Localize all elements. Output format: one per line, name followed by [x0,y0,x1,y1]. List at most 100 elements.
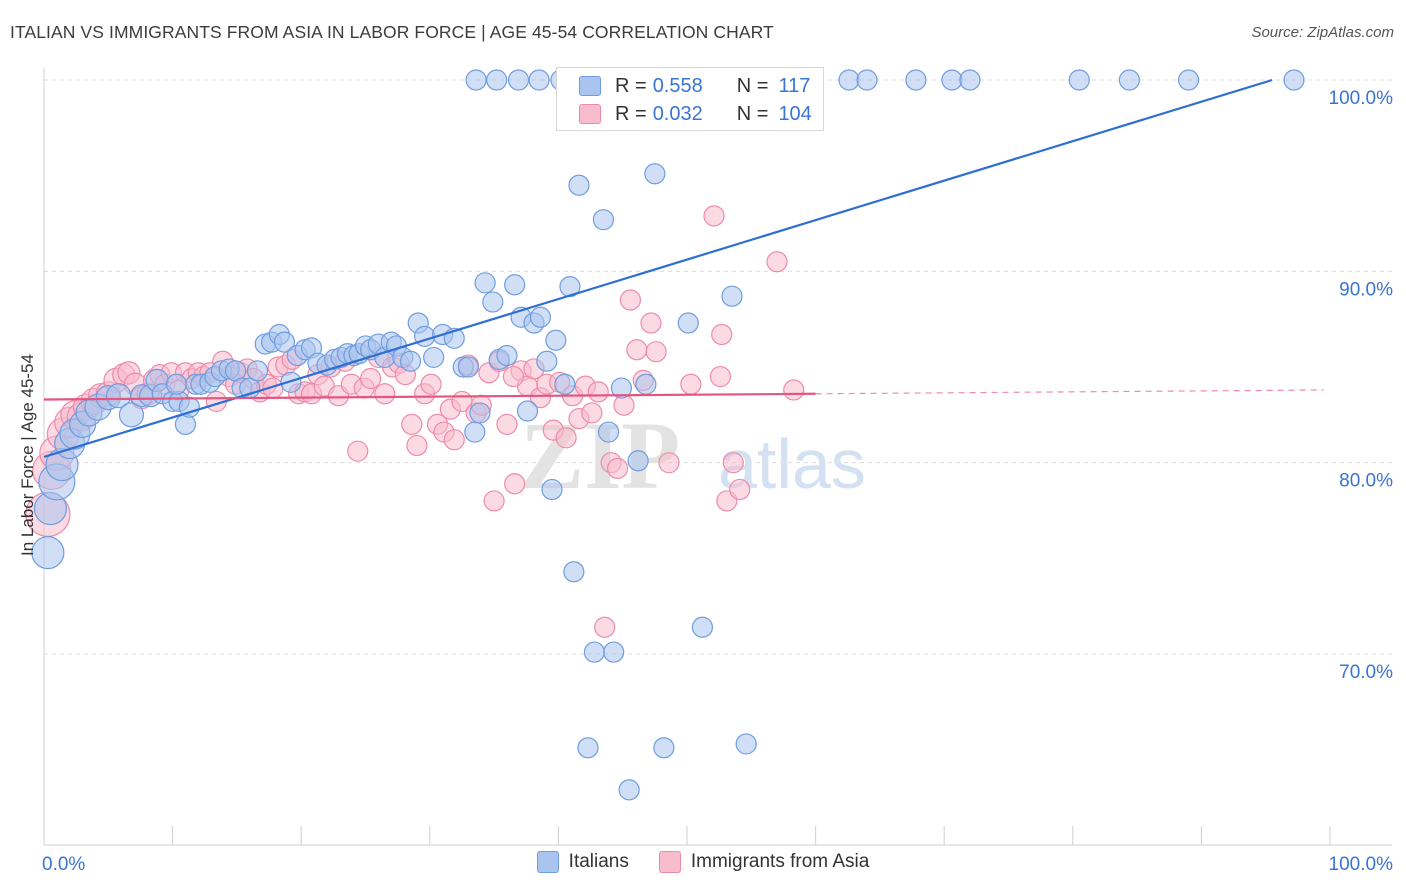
italian-point [735,733,757,755]
asia-point [766,251,788,273]
asia-point [722,452,744,474]
italian-point [246,360,269,382]
italian-point [528,69,550,91]
asia-point [587,381,609,403]
italian-point [423,346,445,369]
italian-point [644,163,666,185]
italian-point [457,356,479,378]
italian-point [627,450,649,472]
stats-row-asia: R = 0.032 N = 104 [579,101,812,127]
italian-point [504,274,526,296]
asia-point [420,373,442,395]
asia-point [555,427,577,449]
italian-point [838,69,860,91]
italian-point [592,209,615,231]
italian-point [273,331,296,353]
italian-point [554,373,576,395]
n-label: N = [736,102,769,125]
asia-point [640,312,662,334]
italian-point [583,641,606,663]
n-value: 117 [778,74,811,97]
y-tick-label: 80.0% [1339,471,1393,492]
r-label: R = [615,74,647,97]
asia-trend-extension [815,389,1324,395]
asia-point [406,434,428,457]
asia-point [709,365,732,388]
italian-point [280,371,302,393]
italian-point [577,737,599,759]
asia-point [594,616,616,638]
asia-point [401,413,423,435]
x-tick-label-max: 100.0% [1329,854,1394,875]
asia-points [25,205,805,638]
italian-point [178,396,200,418]
n-label: N = [736,74,769,97]
italian-point [597,421,620,443]
chart-title: ITALIAN VS IMMIGRANTS FROM ASIA IN LABOR… [10,22,774,42]
legend-item-asia[interactable]: Immigrants from Asia [658,851,869,873]
asia-point [581,402,603,424]
italian-point [529,306,551,328]
asia-point [374,383,396,405]
italian-point [603,641,625,663]
italian-point [496,344,518,367]
y-tick-label: 100.0% [1329,88,1394,109]
italian-point [486,69,508,91]
asia-point [619,289,642,311]
italian-point [118,402,145,428]
italian-point [653,737,675,759]
italian-point [691,616,714,638]
legend-label: Italians [568,851,629,872]
italian-point [856,69,878,91]
r-label: R = [615,102,647,125]
italian-point [474,272,496,294]
italian-point [959,69,981,91]
asia-trend-line [43,392,816,401]
italian-point [516,400,539,422]
italian-point [399,350,422,372]
asia-swatch [579,104,601,124]
italian-point [31,535,65,570]
italian-point [563,561,585,583]
asia-point [626,339,648,361]
italian-point [635,373,657,395]
x-tick-label-min: 0.0% [42,854,85,875]
legend-item-italians[interactable]: Italians [536,851,629,873]
asia-point [606,457,629,480]
italian-point [541,478,563,501]
italians-swatch [579,76,601,96]
asia-point [680,373,702,395]
italians-trend-line [43,78,1273,458]
stats-row-italians: R = 0.558 N = 117 [579,73,810,99]
italian-point [469,402,491,424]
italian-point [464,421,486,443]
asia-point [703,205,725,227]
italian-point [568,174,590,196]
italians-legend-swatch [536,851,559,873]
asia-point [496,413,518,435]
italian-point [941,69,963,91]
asia-point [483,490,505,512]
asia-point [443,429,465,451]
series-legend: Italians Immigrants from Asia [0,851,1406,873]
r-value: 0.032 [652,102,703,125]
italian-point [507,69,530,91]
y-tick-label: 90.0% [1339,279,1393,300]
asia-point [360,367,382,390]
italian-point [174,413,197,435]
asia-point [347,440,369,462]
italian-point [165,373,188,395]
italian-point [618,779,640,801]
asia-point [783,379,805,401]
italian-point [610,377,633,399]
italian-point [536,350,558,372]
asia-point [658,452,680,474]
stats-legend: R = 0.558 N = 117 R = 0.032 N = 104 [556,67,824,131]
italian-point [1068,69,1090,91]
italian-point [905,69,927,91]
asia-point [645,341,667,363]
italian-point [482,291,504,313]
italian-point [1118,69,1140,91]
italian-point [1177,69,1200,91]
italian-point [721,285,743,307]
